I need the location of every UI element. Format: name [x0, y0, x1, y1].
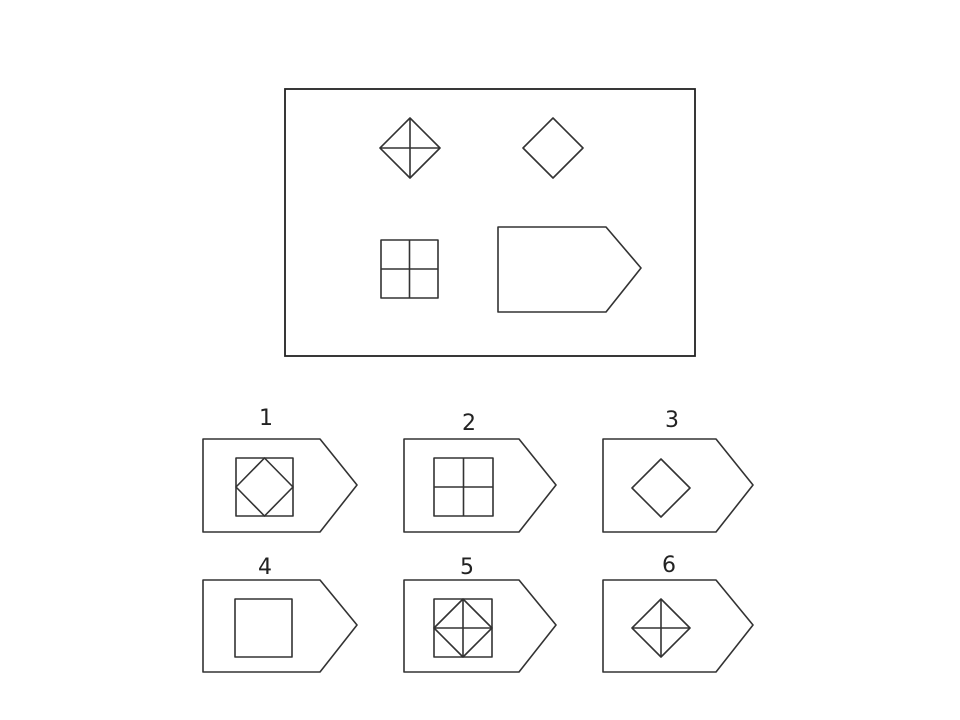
tag-outline [602, 579, 754, 673]
cell-diamond-with-cross [379, 117, 441, 179]
option-label: 2 [462, 411, 476, 436]
tag-outline [403, 438, 557, 533]
tag-outline [403, 579, 557, 673]
question-frame [284, 88, 696, 357]
square-figure [234, 598, 293, 658]
tag-outline [202, 438, 358, 533]
option-1[interactable]: 1 [202, 406, 358, 533]
option-label: 1 [259, 406, 273, 431]
square-with-inscribed-diamond-figure [235, 457, 294, 517]
tag-outline [202, 579, 358, 673]
diamond-figure [631, 458, 691, 518]
tag-outline [602, 438, 754, 533]
question-panel [284, 88, 696, 357]
option-label: 5 [460, 555, 474, 580]
cell-blank-tag [497, 226, 642, 313]
diamond-with-cross-figure [631, 598, 691, 658]
option-2[interactable]: 2 [403, 411, 557, 533]
options-panel: 1 2 3 4 [202, 406, 754, 673]
option-6[interactable]: 6 [602, 553, 754, 673]
option-label: 6 [662, 553, 676, 578]
cell-diamond [522, 117, 584, 179]
option-4[interactable]: 4 [202, 555, 358, 673]
option-5[interactable]: 5 [403, 555, 557, 673]
option-label: 3 [665, 408, 679, 433]
option-3[interactable]: 3 [602, 408, 754, 533]
cell-square-with-cross [380, 239, 439, 299]
square-with-cross-figure [433, 457, 494, 517]
option-label: 4 [258, 555, 272, 580]
square-with-diamond-and-cross-figure [433, 598, 493, 658]
